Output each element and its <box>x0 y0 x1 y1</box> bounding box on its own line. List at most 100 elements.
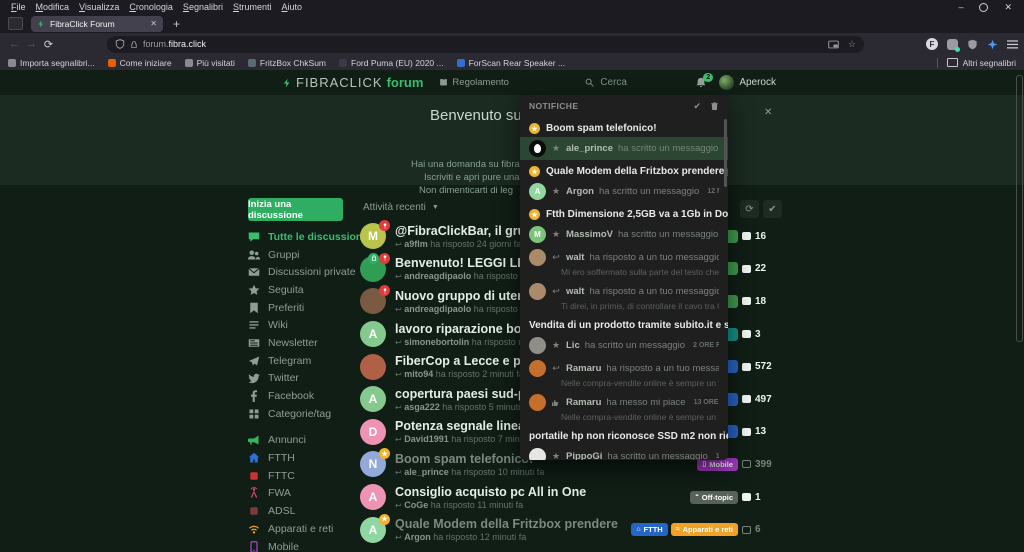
url-bar[interactable]: forum.fibra.click ☆ <box>107 35 864 53</box>
reply-count[interactable]: 497 <box>742 394 776 405</box>
user-menu[interactable]: Aperock <box>719 75 776 90</box>
reply-count[interactable]: 399 <box>742 459 776 470</box>
notification-group-title[interactable]: ★ Vendita di un prodotto tramite subito.… <box>529 320 728 331</box>
bookmark-item[interactable]: FritzBox ChkSum <box>247 58 326 68</box>
maximize-icon[interactable] <box>979 2 989 12</box>
bookmark-item[interactable]: Importa segnalibri... <box>8 58 95 68</box>
reply-count[interactable]: 6 <box>742 524 776 535</box>
new-discussion-button[interactable]: Inizia una discussione <box>248 198 343 221</box>
notification-item[interactable]: ★ ↩ Ramaru ha messo mi piace 13 ore fa <box>520 391 728 425</box>
menu-item[interactable]: Modifica <box>35 2 70 12</box>
sidebar-item-discussioni-private[interactable]: Discussioni private <box>248 263 356 281</box>
minimize-icon[interactable]: – <box>958 1 964 12</box>
bookmark-item[interactable]: Come iniziare <box>107 58 172 68</box>
sidebar-item-gruppi[interactable]: Gruppi <box>248 246 354 264</box>
sidebar-tag-apparati-e-reti[interactable]: Apparati e reti <box>248 520 354 538</box>
tracking-shield-icon[interactable] <box>115 39 125 49</box>
other-bookmarks-button[interactable]: Altri segnalibri <box>936 57 1016 68</box>
notification-group-title[interactable]: ★ Quale Modem della Fritzbox prendere pe… <box>520 160 728 180</box>
page-scrollbar-thumb[interactable] <box>1016 75 1023 342</box>
reload-button[interactable]: ⟳ <box>43 38 54 51</box>
notification-item[interactable]: M ★ ↩ MassimoV ha scritto un <box>520 223 728 246</box>
notification-group-title[interactable]: ★ Ftth Dimensione 2,5GB va a 1Gb in Down… <box>520 203 728 223</box>
notification-item[interactable]: ★ ↩ Lic ha scritto un messaggio 2 ore fa <box>520 334 728 357</box>
notification-item[interactable]: ★ ↩ walt ha risposto a un tuo messaggio … <box>520 246 728 280</box>
reply-count[interactable]: 3 <box>742 329 776 340</box>
reply-count[interactable]: 13 <box>742 426 776 437</box>
reply-count[interactable]: 18 <box>742 296 776 307</box>
notification-group-title[interactable]: ★ portatile hp non riconosce SSD m2 non … <box>529 431 728 442</box>
menu-item[interactable]: File <box>11 2 26 12</box>
tag-chip[interactable]: ▯ Mobile <box>697 457 738 471</box>
search-input[interactable]: Cerca <box>585 77 695 88</box>
sidebar-item-seguita[interactable]: Seguita <box>248 281 354 299</box>
new-tab-button[interactable]: + <box>173 16 181 31</box>
reply-count[interactable]: 16 <box>742 231 776 242</box>
sidebar-item-facebook[interactable]: Facebook <box>248 387 354 405</box>
menu-item[interactable]: Strumenti <box>232 2 272 12</box>
sort-dropdown[interactable]: Attività recenti ▼ <box>363 202 439 213</box>
tab-fibraclick[interactable]: FibraClick Forum ✕ <box>31 15 163 32</box>
sidebar-tag-fttc[interactable]: FTTC <box>248 467 354 485</box>
sidebar-tag-adsl[interactable]: ADSL <box>248 502 354 520</box>
discussion-title[interactable]: Boom spam telefonico! <box>395 451 534 466</box>
discussion-title[interactable]: Potenza segnale linea Fttc <box>395 419 552 434</box>
lock-icon[interactable] <box>130 40 138 49</box>
discussion-title[interactable]: Consiglio acquisto pc All in One <box>395 484 587 499</box>
tag-chip[interactable]: ⌂ FTTH <box>631 523 668 537</box>
menu-item[interactable]: Visualizza <box>79 2 120 12</box>
discussion-row[interactable]: A ★ Quale Modem della Fritzbox prendere … <box>360 513 776 546</box>
notifications-bell-button[interactable]: 2 <box>695 72 714 89</box>
bookmark-item[interactable]: Più visitati <box>184 58 235 68</box>
mark-all-read-button[interactable]: ✔ <box>763 200 782 218</box>
discussion-row[interactable]: A ★ Consiglio acquisto pc All in One ↩ C… <box>360 481 776 514</box>
notification-item[interactable]: ★ ↩ ale_prince ha scritto un messaggio 1… <box>520 137 728 160</box>
hamburger-menu-icon[interactable] <box>1007 39 1018 49</box>
sidebar-item-twitter[interactable]: Twitter <box>248 370 354 388</box>
refresh-button[interactable]: ⟳ <box>740 200 759 218</box>
sparkle-extension-icon[interactable] <box>987 39 998 50</box>
menu-item[interactable]: Aiuto <box>281 2 303 12</box>
site-logo[interactable]: FIBRACLICK forum <box>282 75 423 90</box>
bookmark-item[interactable]: Ford Puma (EU) 2020 ... <box>339 58 444 68</box>
nav-regolamento[interactable]: Regolamento <box>439 77 509 88</box>
reply-count[interactable]: 572 <box>742 361 776 372</box>
sidebar-tag-mobile[interactable]: Mobile <box>248 538 354 552</box>
reply-count[interactable]: 1 <box>742 492 776 503</box>
sidebar-tag-annunci[interactable]: Annunci <box>248 432 354 450</box>
notification-item[interactable]: ★ ↩ PippoGi ha scritto un messaggio 15 o… <box>520 445 728 460</box>
panel-scrollbar-thumb[interactable] <box>724 119 727 187</box>
save-page-icon[interactable] <box>828 40 839 49</box>
delete-all-icon[interactable] <box>710 101 719 111</box>
discussion-row[interactable]: N ★ Boom spam telefonico! ↩ ale_prince h… <box>360 448 776 481</box>
tag-chip[interactable]: “ Off-topic <box>690 490 738 504</box>
tab-close-icon[interactable]: ✕ <box>150 19 157 28</box>
sidebar-item-newsletter[interactable]: Newsletter <box>248 334 354 352</box>
firefox-view-icon[interactable] <box>8 17 23 30</box>
sidebar-item-categorie-tag[interactable]: Categorie/tag <box>248 405 354 423</box>
menu-item[interactable]: Segnalibri <box>182 2 223 12</box>
sidebar-tag-fwa[interactable]: FWA <box>248 485 354 503</box>
hero-close-icon[interactable]: ✕ <box>764 107 773 118</box>
close-icon[interactable]: ✕ <box>1004 1 1012 12</box>
extension-icon[interactable] <box>947 38 960 52</box>
reply-count[interactable]: 22 <box>742 263 776 274</box>
bookmark-item[interactable]: ForScan Rear Speaker ... <box>456 58 565 68</box>
tag-chip[interactable]: ≈ Apparati e reti <box>670 523 738 537</box>
back-button[interactable]: ← <box>9 38 20 50</box>
menu-item[interactable]: Cronologia <box>129 2 173 12</box>
sidebar-item-all-discussions[interactable]: Tutte le discussioni <box>248 228 365 246</box>
shield-icon[interactable] <box>967 39 978 50</box>
notification-group-title[interactable]: ★ Boom spam telefonico! <box>520 117 728 137</box>
sidebar-item-preferiti[interactable]: Preferiti <box>248 299 354 317</box>
sidebar-item-wiki[interactable]: Wiki <box>248 316 354 334</box>
discussion-title[interactable]: Quale Modem della Fritzbox prendere per … <box>395 517 622 532</box>
notification-item[interactable]: ★ ↩ walt ha risposto a un tuo messaggio … <box>520 280 728 314</box>
account-icon[interactable]: F <box>926 38 938 50</box>
forward-button[interactable]: → <box>26 38 37 50</box>
notification-item[interactable]: A ★ ↩ Argon ha scritto un mes <box>520 180 728 203</box>
sidebar-tag-ftth[interactable]: FTTH <box>248 449 354 467</box>
notification-item[interactable]: ★ ↩ Ramaru ha risposto a un tuo messaggi… <box>520 357 728 391</box>
discussion-row[interactable]: D ★ Potenza segnale linea Fttc ↩ David19… <box>360 416 776 449</box>
mark-all-read-icon[interactable]: ✔ <box>693 100 701 111</box>
